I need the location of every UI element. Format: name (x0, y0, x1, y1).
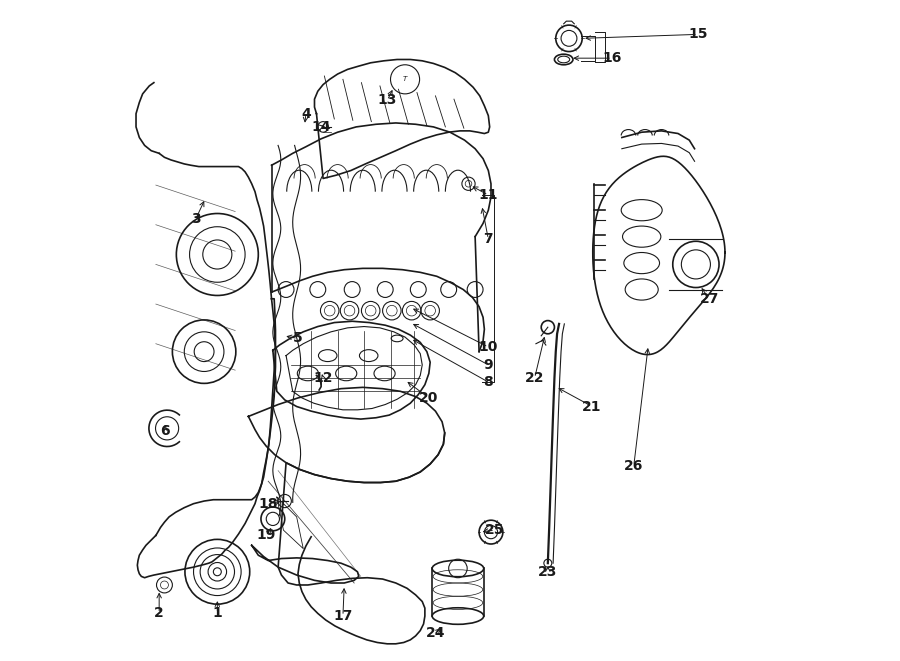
Text: 9: 9 (483, 358, 493, 372)
Text: 21: 21 (582, 399, 602, 414)
Text: 16: 16 (602, 51, 622, 65)
Text: 6: 6 (159, 424, 169, 438)
Text: 25: 25 (485, 523, 505, 537)
Text: 27: 27 (699, 292, 719, 306)
Text: 22: 22 (525, 371, 544, 385)
Text: 17: 17 (333, 609, 353, 623)
Text: 7: 7 (483, 232, 493, 247)
Text: 18: 18 (258, 496, 278, 511)
Text: 19: 19 (256, 528, 276, 543)
Text: 3: 3 (191, 212, 201, 227)
Text: 24: 24 (426, 626, 446, 641)
Text: 11: 11 (479, 188, 498, 202)
Text: 8: 8 (483, 375, 493, 389)
Text: 2: 2 (154, 606, 164, 621)
Text: 26: 26 (624, 459, 644, 473)
Text: 1: 1 (212, 606, 222, 621)
Text: 10: 10 (479, 340, 498, 354)
Text: 5: 5 (293, 331, 302, 346)
Text: 12: 12 (313, 371, 333, 385)
Text: 15: 15 (688, 27, 707, 42)
Text: 23: 23 (538, 564, 557, 579)
Text: 13: 13 (377, 93, 397, 108)
Text: 4: 4 (301, 106, 310, 121)
Text: T: T (403, 76, 407, 83)
Text: 20: 20 (419, 391, 438, 405)
Text: 14: 14 (311, 120, 331, 134)
